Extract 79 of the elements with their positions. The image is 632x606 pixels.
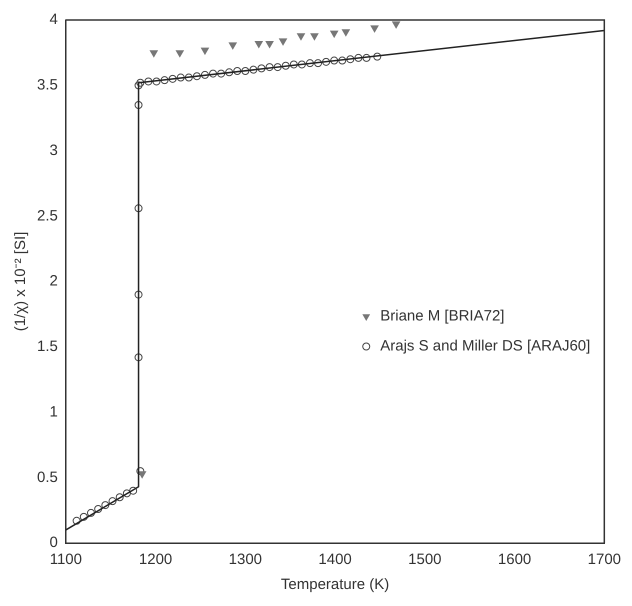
point (184, 74, 193, 82)
x-tick-label: 1600 (498, 551, 532, 568)
y-tick-label: 1 (50, 403, 58, 420)
y-axis-title: (1/χ) x 10⁻² [SI] (12, 232, 30, 332)
point (209, 70, 218, 78)
x-axis-title: Temperature (K) (280, 576, 390, 594)
point (310, 33, 318, 40)
point (330, 56, 338, 65)
x-tick-label: 1400 (318, 551, 352, 568)
point (290, 60, 298, 68)
point (122, 489, 131, 498)
point (86, 508, 95, 517)
point (362, 54, 370, 62)
point (266, 63, 274, 72)
point (228, 42, 237, 50)
point (279, 38, 287, 46)
point (322, 58, 330, 66)
point (373, 52, 382, 61)
y-tick-label: 0.5 (36, 468, 58, 486)
point (116, 493, 124, 502)
y-tick-label: 0 (50, 534, 58, 552)
point (134, 290, 143, 299)
point (257, 64, 266, 72)
point (176, 74, 185, 82)
x-tick-label: 1700 (588, 551, 622, 568)
point (144, 77, 152, 86)
point (150, 50, 158, 58)
legend-label: Briane M [BRIA72] (380, 308, 504, 325)
point (136, 78, 144, 87)
point (168, 74, 177, 83)
legend-label: Arajs S and Miller DS [ARAJ60] (380, 338, 590, 355)
point (254, 41, 263, 48)
point (192, 72, 201, 80)
point (354, 54, 362, 62)
x-tick-label: 1100 (50, 551, 82, 568)
point (346, 55, 354, 64)
point (282, 62, 290, 70)
y-tick-label: 3 (50, 142, 58, 159)
y-tick-label: 2 (50, 272, 58, 290)
point (225, 68, 234, 76)
point (274, 63, 282, 72)
point (176, 50, 184, 58)
point (101, 501, 110, 510)
point (200, 70, 209, 79)
point (134, 204, 143, 212)
point (330, 30, 338, 38)
y-tick-label: 3.5 (36, 76, 58, 94)
point (306, 59, 314, 68)
point (217, 70, 226, 78)
x-tick-label: 1500 (408, 551, 442, 568)
point (160, 76, 169, 84)
point (241, 66, 250, 75)
point (94, 505, 102, 514)
y-tick-label: 2.5 (36, 207, 58, 224)
x-tick-label: 1200 (138, 551, 172, 568)
point (338, 56, 346, 65)
point (138, 471, 146, 478)
point (266, 41, 274, 48)
point (249, 66, 258, 74)
point (80, 512, 88, 521)
point (370, 25, 379, 32)
point (72, 516, 81, 525)
point (392, 21, 400, 28)
point (134, 100, 143, 109)
point (134, 81, 143, 90)
point (297, 33, 305, 40)
x-tick-label: 1300 (228, 551, 262, 568)
point (200, 48, 209, 55)
point (233, 66, 242, 75)
point (298, 60, 306, 68)
point (134, 353, 143, 362)
y-tick-label: 4 (50, 11, 58, 28)
point (108, 497, 117, 506)
point (314, 59, 322, 68)
y-tick-label: 1.5 (36, 338, 58, 356)
point (152, 77, 160, 86)
point (129, 486, 138, 495)
point (136, 467, 144, 476)
point (342, 29, 350, 36)
